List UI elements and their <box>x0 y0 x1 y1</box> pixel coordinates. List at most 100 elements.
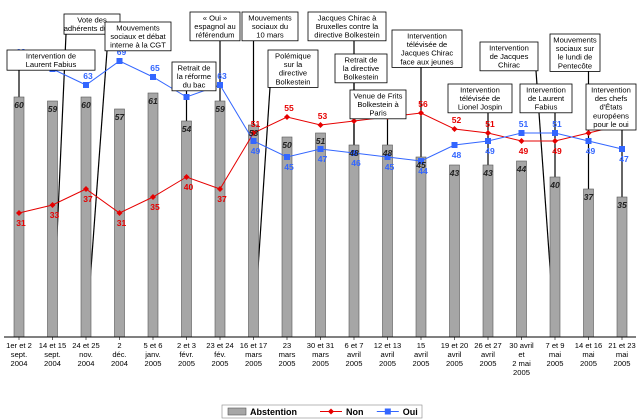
abstention-bar <box>214 100 226 338</box>
non-value-label: 55 <box>284 103 294 113</box>
x-tick-label: 2005 <box>346 359 363 368</box>
annotation-text: Pentecôte <box>558 61 592 70</box>
oui-value-label: 49 <box>251 146 261 156</box>
x-tick-label: 7 et 9 <box>546 341 565 350</box>
oui-point <box>116 58 123 64</box>
annotation-text: directive <box>279 69 307 78</box>
x-tick-label: 2005 <box>145 359 162 368</box>
oui-point <box>585 138 592 144</box>
x-tick-label: 2004 <box>11 359 28 368</box>
abstention-value-label: 53 <box>249 128 259 138</box>
abstention-value-label: 37 <box>584 192 595 202</box>
abstention-bar <box>147 92 159 338</box>
annotation-text: Mouvements <box>248 14 292 23</box>
non-legend-label: Non <box>346 407 364 417</box>
annotation-text: face aux jeunes <box>400 57 453 66</box>
x-tick-label: mai <box>616 350 629 359</box>
annotation-frame <box>241 11 299 42</box>
non-point <box>150 194 156 200</box>
oui-point <box>250 138 257 144</box>
x-tick-label: 2005 <box>312 359 329 368</box>
annotation-text: Bolkestein <box>275 77 310 86</box>
annotation-text: Paris <box>369 109 387 118</box>
x-tick-label: avril <box>448 350 462 359</box>
annotation-frame <box>479 41 539 72</box>
annotation-text: 10 mars <box>256 31 284 40</box>
non-point <box>518 138 525 144</box>
abstention-bar <box>516 160 527 338</box>
oui-point <box>552 130 558 136</box>
x-tick-label: mai <box>582 350 595 359</box>
x-tick-label: 21 et 23 <box>608 341 635 350</box>
non-point <box>217 186 223 192</box>
annotation-text: Laurent Fabius <box>26 60 77 69</box>
oui-point <box>317 146 324 152</box>
annotation-frame <box>549 33 601 72</box>
annotation-frame <box>585 83 637 131</box>
annotation-frame <box>307 11 387 42</box>
annotation-text: Intervention <box>526 86 566 95</box>
abstention-value-label: 43 <box>449 168 460 178</box>
annotation-frame <box>519 83 573 114</box>
annotation-text: de Jacques <box>490 52 529 61</box>
non-value-label: 51 <box>485 119 495 129</box>
abstention-bar <box>549 176 561 338</box>
non-point <box>585 130 592 136</box>
abstention-value-label: 43 <box>482 168 493 178</box>
annotation-text: des chefs <box>595 94 628 103</box>
x-tick-label: avril <box>481 350 495 359</box>
legend-box: Abstention Non Oui <box>221 404 423 419</box>
annotation-text: télévisée de <box>407 40 448 49</box>
x-tick-label: 2005 <box>245 359 262 368</box>
x-tick-label: fév. <box>214 350 226 359</box>
x-tick-label: mars <box>312 350 329 359</box>
abstention-bar <box>248 124 259 338</box>
oui-legend-label: Oui <box>403 407 418 417</box>
non-point <box>317 122 324 128</box>
x-tick-label: 14 et 16 <box>575 341 602 350</box>
annotation-text: interne à la CGT <box>110 41 166 50</box>
x-tick-label: 5 et 6 <box>144 341 163 350</box>
non-point <box>284 114 290 120</box>
oui-value-label: 47 <box>318 154 328 164</box>
abstention-value-label: 45 <box>415 160 426 170</box>
abstention-value-label: 61 <box>148 96 158 106</box>
oui-point <box>284 154 290 160</box>
annotation-text: sociaux et débat <box>110 32 166 41</box>
non-value-label: 49 <box>552 146 562 156</box>
x-tick-label: 23 et 24 <box>206 341 233 350</box>
oui-legend-marker <box>384 408 391 415</box>
annotation-text: le lundi de <box>558 53 593 62</box>
non-value-label: 56 <box>418 99 428 109</box>
abstention-value-label: 59 <box>215 104 225 114</box>
annotation-text: Intervention <box>407 32 447 41</box>
annotation-frame <box>104 21 172 52</box>
oui-value-label: 49 <box>586 146 596 156</box>
non-point <box>418 110 424 116</box>
abstention-bars <box>13 92 628 338</box>
oui-point <box>619 146 625 152</box>
x-tick-label: 2005 <box>413 359 430 368</box>
oui-point <box>150 74 156 80</box>
oui-value-label: 69 <box>117 47 127 57</box>
annotation-text: Intervention de <box>26 52 76 61</box>
annotation-frame <box>189 11 241 42</box>
x-tick-label: févr. <box>179 350 193 359</box>
annotation-text: Intervention <box>460 86 500 95</box>
x-tick-label: 2005 <box>178 359 195 368</box>
annotation-text: Lionel Jospin <box>458 103 502 112</box>
x-tick-label: avril <box>414 350 428 359</box>
x-tick-label: 2 et 3 <box>177 341 196 350</box>
x-tick-label: janv. <box>144 350 160 359</box>
non-value-label: 35 <box>150 202 160 212</box>
oui-point <box>351 150 357 156</box>
annotation-text: Jacques Chirac <box>401 49 454 58</box>
x-tick-label: 24 et 25 <box>72 341 99 350</box>
annotation-text: Venue de Frits <box>354 92 403 101</box>
